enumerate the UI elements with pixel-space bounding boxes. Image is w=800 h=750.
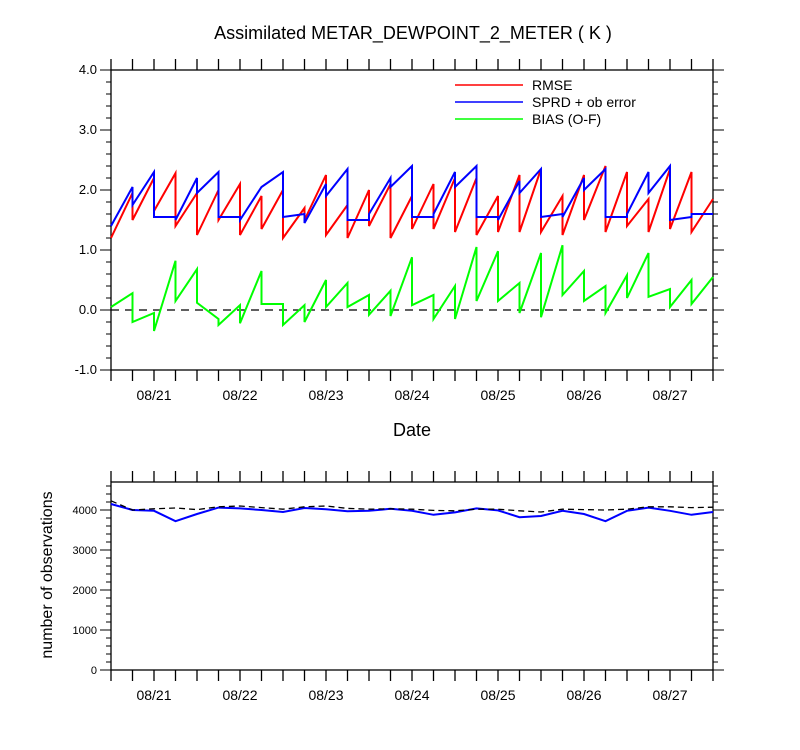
legend-label-rmse: RMSE: [532, 77, 572, 93]
series-line-solid: [110, 503, 714, 523]
x-tick-label: 08/26: [566, 687, 601, 703]
y-tick-label: 2.0: [79, 182, 97, 197]
y-tick-label: 0.0: [79, 302, 97, 317]
x-tick-label: 08/25: [480, 687, 515, 703]
y-tick-label: 1.0: [79, 242, 97, 257]
y-tick-label: 0: [91, 665, 97, 677]
x-tick-label: 08/24: [394, 687, 429, 703]
chart-title: Assimilated METAR_DEWPOINT_2_METER ( K ): [214, 23, 612, 44]
y-tick-label: 3.0: [79, 122, 97, 137]
legend-label-bias-o-f: BIAS (O-F): [532, 111, 601, 127]
x-tick-label: 08/23: [308, 387, 343, 403]
series-line-sprd-ob-error: [110, 163, 713, 227]
obs-y-axis-label: number of observations: [39, 491, 56, 658]
x-axis-label: Date: [393, 420, 431, 440]
x-tick-label: 08/24: [394, 387, 429, 403]
y-tick-label: 1000: [73, 625, 97, 637]
y-tick-label: 4000: [73, 505, 97, 517]
x-tick-label: 08/21: [136, 687, 171, 703]
y-tick-label: -1.0: [75, 362, 97, 377]
x-tick-label: 08/27: [652, 687, 687, 703]
y-tick-label: 2000: [73, 585, 97, 597]
x-tick-label: 08/21: [136, 387, 171, 403]
series-line-dashed: [110, 500, 714, 513]
x-tick-label: 08/22: [222, 387, 257, 403]
bottom-panel: 08/21 08/22 08/23 08/24 08/25 08/26 08/27 0 1000…: [73, 471, 724, 703]
x-tick-label: 08/26: [566, 387, 601, 403]
top-panel: 08/21 08/22 08/23 08/24 08/25 08/26 08/27 -1.0 0…: [75, 59, 724, 403]
y-tick-label: 3000: [73, 545, 97, 557]
x-tick-label: 08/22: [222, 687, 257, 703]
legend-label-sprd-ob-error: SPRD + ob error: [532, 94, 636, 110]
x-tick-label: 08/25: [480, 387, 515, 403]
series-line-bias-o-f: [110, 244, 714, 332]
x-tick-label: 08/23: [308, 687, 343, 703]
y-tick-label: 4.0: [79, 62, 97, 77]
x-tick-label: 08/27: [652, 387, 687, 403]
